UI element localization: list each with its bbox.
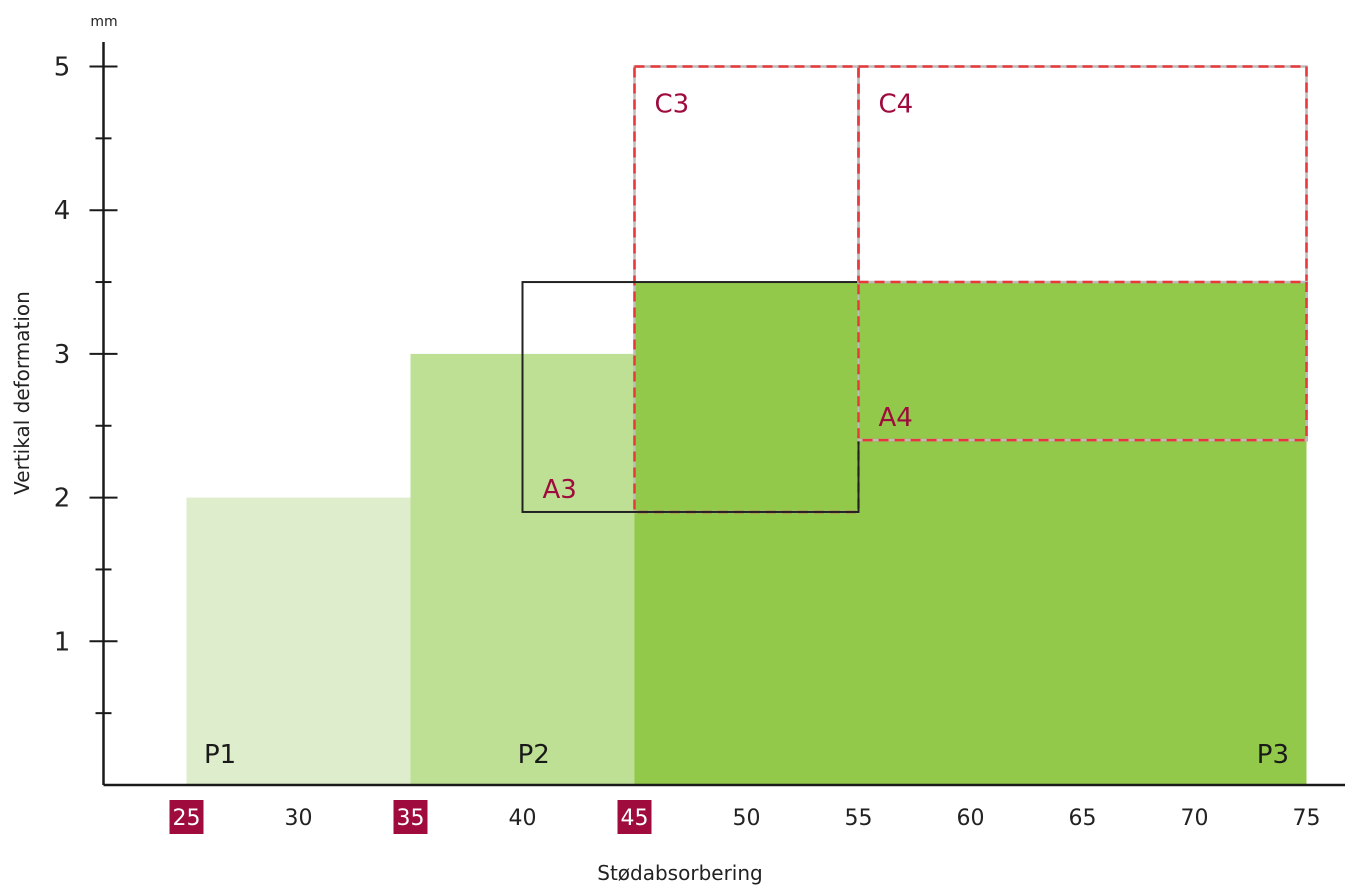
- x-tick-label-70: 70: [1181, 806, 1209, 831]
- x-tick-label-30: 30: [285, 806, 313, 831]
- outline-a4: [857, 280, 1308, 442]
- y-tick-label-2: 2: [54, 484, 71, 514]
- x-tick-label-25: 25: [173, 806, 201, 831]
- x-tick-highlight-35: [393, 800, 428, 834]
- x-tick-label-60: 60: [957, 806, 985, 831]
- x-tick-label-45: 45: [621, 806, 649, 831]
- zone-label-p3: P3: [1257, 740, 1289, 770]
- class-label-c3: C3: [655, 90, 690, 120]
- zone-p3: [634, 282, 1307, 785]
- x-tick-label-55: 55: [845, 806, 873, 831]
- outlines-layer: [521, 65, 1308, 514]
- y-unit-label: mm: [90, 14, 117, 30]
- y-tick-label-4: 4: [54, 196, 71, 226]
- y-axis-title: Vertikal deformation: [10, 291, 34, 495]
- zone-label-p2: P2: [518, 740, 550, 770]
- x-tick-label-40: 40: [509, 806, 537, 831]
- class-label-a3: A3: [543, 475, 577, 505]
- zone-p1: [186, 497, 411, 785]
- zones-layer: [186, 282, 1307, 785]
- x-tick-label-75: 75: [1293, 806, 1321, 831]
- x-tick-label-50: 50: [733, 806, 761, 831]
- x-tick-label-65: 65: [1069, 806, 1097, 831]
- class-label-a4: A4: [879, 403, 913, 433]
- outline-a4-dash: [857, 280, 1308, 442]
- zone-label-p1: P1: [204, 740, 236, 770]
- y-tick-label-1: 1: [54, 627, 71, 657]
- axes-layer: [89, 42, 1345, 787]
- x-tick-highlight-25: [169, 800, 204, 834]
- x-tick-label-35: 35: [397, 806, 425, 831]
- x-axis-title: Stødabsorbering: [597, 861, 762, 885]
- y-tick-label-3: 3: [54, 340, 71, 370]
- class-label-c4: C4: [879, 90, 914, 120]
- outline-c3-dash: [633, 65, 860, 514]
- y-tick-label-5: 5: [54, 53, 71, 83]
- x-tick-highlight-45: [617, 800, 652, 834]
